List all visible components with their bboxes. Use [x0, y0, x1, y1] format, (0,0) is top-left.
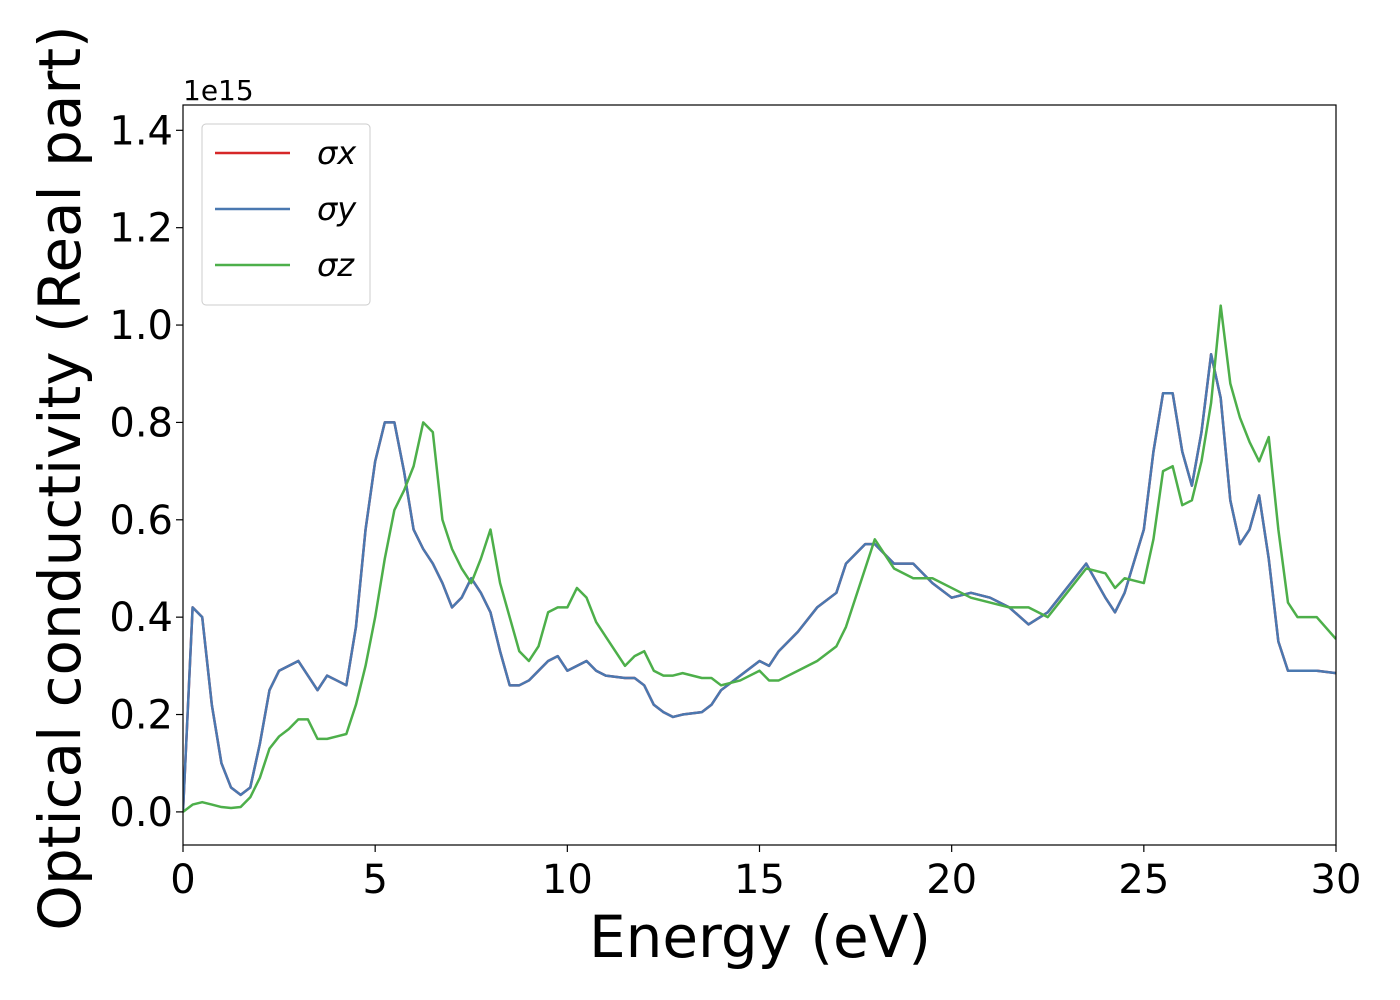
y-tick-label: 0.4	[109, 595, 173, 641]
y-tick-label: 0.0	[109, 790, 173, 836]
series-line	[183, 353, 1336, 812]
x-tick-label: 15	[734, 857, 785, 903]
y-tick-label: 0.2	[109, 693, 173, 739]
series-line	[183, 304, 1336, 813]
x-tick-label: 5	[362, 857, 387, 903]
legend-label: σx	[317, 134, 357, 172]
y-axis-label: Optical conductivity (Real part)	[26, 25, 94, 930]
y-tick-label: 0.6	[109, 498, 173, 544]
x-tick-label: 20	[926, 857, 977, 903]
legend-box	[201, 123, 371, 306]
x-tick-label: 10	[542, 857, 593, 903]
series-line	[183, 353, 1336, 812]
y-tick-label: 0.8	[109, 400, 173, 446]
x-tick-label: 25	[1118, 857, 1169, 903]
y-tick-label: 1.0	[109, 303, 173, 349]
x-tick-label: 0	[170, 857, 195, 903]
x-tick-label: 30	[1311, 857, 1362, 903]
legend-label: σz	[317, 246, 355, 284]
legend-label: σy	[317, 190, 357, 228]
offset-text: 1e15	[183, 74, 254, 107]
y-tick-label: 1.2	[109, 206, 173, 252]
y-tick-label: 1.4	[109, 108, 173, 154]
plot-frame	[182, 104, 1337, 846]
x-axis-label: Energy (eV)	[589, 903, 931, 971]
